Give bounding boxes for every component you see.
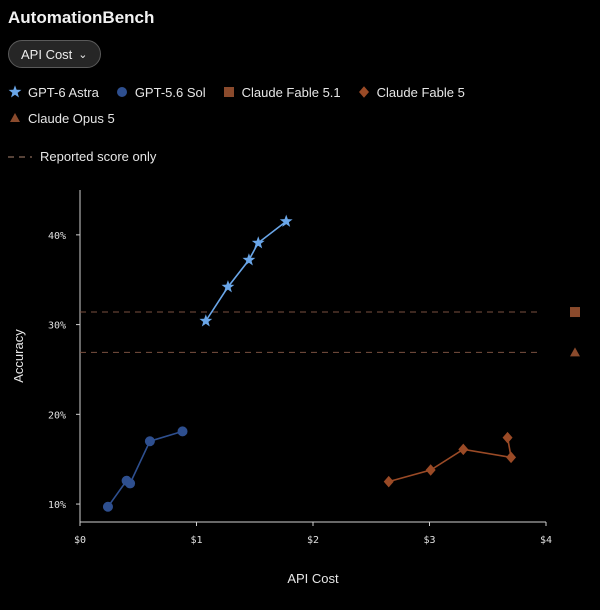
y-axis-label: Accuracy	[11, 329, 26, 383]
data-point-circle	[125, 478, 136, 489]
reported-marker-square	[570, 307, 580, 318]
data-point-star	[251, 236, 265, 249]
data-point-circle	[177, 426, 188, 437]
data-point-diamond	[425, 464, 436, 476]
y-tick-label: 40%	[48, 231, 66, 242]
data-point-circle	[144, 436, 155, 447]
triangle-icon	[10, 113, 20, 122]
x-tick-label: $0	[74, 535, 86, 546]
x-tick-label: $2	[307, 535, 319, 546]
x-tick-label: $3	[423, 535, 435, 546]
data-point-star	[279, 214, 293, 227]
legend-item-claude-opus-5[interactable]: Claude Opus 5	[8, 110, 115, 126]
reference-legend-label: Reported score only	[40, 149, 157, 164]
square-icon	[223, 87, 234, 97]
circle-icon	[116, 87, 127, 97]
legend-label: GPT-5.6 Sol	[134, 84, 206, 100]
reference-lines	[80, 307, 580, 357]
legend-label: Claude Fable 5.1	[241, 84, 341, 100]
data-point-diamond	[506, 451, 517, 464]
y-tick-label: 10%	[48, 500, 66, 511]
data-point-circle	[102, 501, 113, 512]
legend-item-claude-fable-5-1[interactable]: Claude Fable 5.1	[222, 84, 341, 100]
chart-legend: GPT-6 Astra GPT-5.6 Sol Claude Fable 5.1…	[8, 84, 588, 126]
legend-item-gpt-6-astra[interactable]: GPT-6 Astra	[8, 84, 99, 100]
chart-series	[102, 214, 517, 512]
diamond-icon	[358, 86, 369, 98]
x-tick-label: $1	[190, 535, 202, 546]
data-point-diamond	[383, 475, 394, 488]
x-axis-label: API Cost	[287, 571, 339, 586]
data-point-star	[199, 314, 213, 327]
legend-label: Claude Fable 5	[376, 84, 465, 100]
legend-label: GPT-6 Astra	[28, 84, 99, 100]
legend-label: Claude Opus 5	[28, 110, 115, 126]
y-tick-label: 20%	[48, 410, 66, 421]
data-point-diamond	[502, 431, 513, 444]
legend-item-gpt-5-6-sol[interactable]: GPT-5.6 Sol	[115, 84, 206, 100]
data-point-star	[242, 253, 256, 266]
chart-axes: $0 $1 $2 $3 $4 10% 20% 30% 40%	[48, 190, 552, 546]
metric-dropdown-label: API Cost	[21, 46, 73, 62]
metric-dropdown[interactable]: API Cost ⌄	[8, 40, 101, 68]
series-line	[388, 437, 513, 483]
data-point-star	[221, 280, 235, 293]
y-tick-label: 30%	[48, 321, 66, 332]
page-title: AutomationBench	[8, 8, 155, 27]
reported-marker-triangle	[570, 347, 580, 357]
series-line	[205, 220, 287, 322]
chevron-down-icon: ⌄	[78, 49, 88, 61]
legend-item-claude-fable-5[interactable]: Claude Fable 5	[357, 84, 465, 100]
x-tick-label: $4	[540, 535, 552, 546]
dashed-line-icon	[8, 155, 32, 158]
data-point-diamond	[458, 443, 469, 456]
star-icon	[8, 85, 22, 98]
reference-legend: Reported score only	[8, 149, 156, 164]
